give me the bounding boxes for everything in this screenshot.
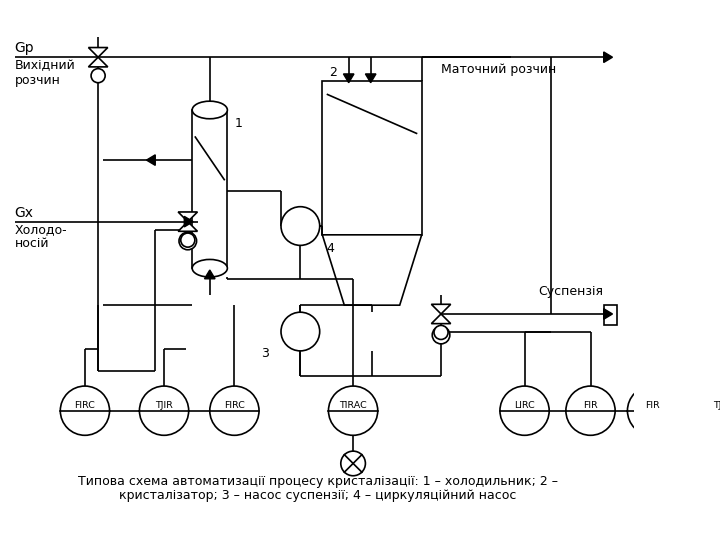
Polygon shape (603, 309, 613, 319)
Bar (192, 110, 228, 268)
Circle shape (341, 451, 366, 476)
Polygon shape (204, 270, 215, 279)
Circle shape (281, 312, 320, 351)
Circle shape (60, 386, 109, 435)
Circle shape (434, 326, 448, 340)
Circle shape (91, 69, 105, 83)
Circle shape (181, 233, 195, 247)
Text: Типова схема автоматизації процесу кристалізації: 1 – холодильник; 2 –: Типова схема автоматизації процесу крист… (78, 475, 558, 488)
Circle shape (140, 386, 189, 435)
Bar (323, 81, 422, 235)
Text: носій: носій (14, 237, 49, 250)
Text: кристалізатор; 3 – насос суспензії; 4 – циркуляційний насос: кристалізатор; 3 – насос суспензії; 4 – … (120, 489, 517, 502)
Text: Маточний розчин: Маточний розчин (441, 63, 557, 76)
Circle shape (179, 232, 197, 250)
Polygon shape (89, 57, 108, 67)
Circle shape (432, 326, 450, 344)
Polygon shape (323, 235, 422, 305)
Text: Gx: Gx (14, 206, 34, 220)
Polygon shape (184, 217, 193, 227)
Polygon shape (178, 221, 197, 231)
Circle shape (698, 386, 720, 435)
Text: 4: 4 (327, 241, 335, 254)
Text: TJIR: TJIR (155, 401, 173, 410)
Text: TJIR: TJIR (714, 401, 720, 410)
Text: TIRAC: TIRAC (339, 401, 367, 410)
Polygon shape (431, 305, 451, 314)
Bar (603, 305, 617, 325)
Polygon shape (89, 48, 108, 57)
Text: Суспензія: Суспензія (538, 286, 603, 299)
Circle shape (500, 386, 549, 435)
Text: FIRC: FIRC (74, 401, 95, 410)
Text: LIRC: LIRC (514, 401, 535, 410)
Polygon shape (603, 52, 613, 63)
Polygon shape (146, 155, 156, 165)
Text: Gp: Gp (14, 42, 35, 56)
Text: FIRC: FIRC (224, 401, 245, 410)
Text: FIR: FIR (583, 401, 598, 410)
Circle shape (281, 207, 320, 245)
Polygon shape (343, 74, 354, 83)
Text: 1: 1 (235, 117, 242, 130)
Circle shape (566, 386, 615, 435)
Text: Вихідний: Вихідний (14, 59, 76, 72)
Polygon shape (366, 74, 376, 83)
Ellipse shape (192, 259, 228, 277)
Polygon shape (178, 212, 197, 221)
Text: 2: 2 (329, 66, 337, 79)
Text: розчин: розчин (14, 73, 60, 86)
Circle shape (627, 386, 677, 435)
Ellipse shape (192, 101, 228, 119)
Polygon shape (431, 314, 451, 323)
Circle shape (210, 386, 259, 435)
Text: 3: 3 (261, 347, 269, 360)
Text: Холодо-: Холодо- (14, 223, 67, 236)
Circle shape (328, 386, 378, 435)
Text: FIR: FIR (644, 401, 660, 410)
